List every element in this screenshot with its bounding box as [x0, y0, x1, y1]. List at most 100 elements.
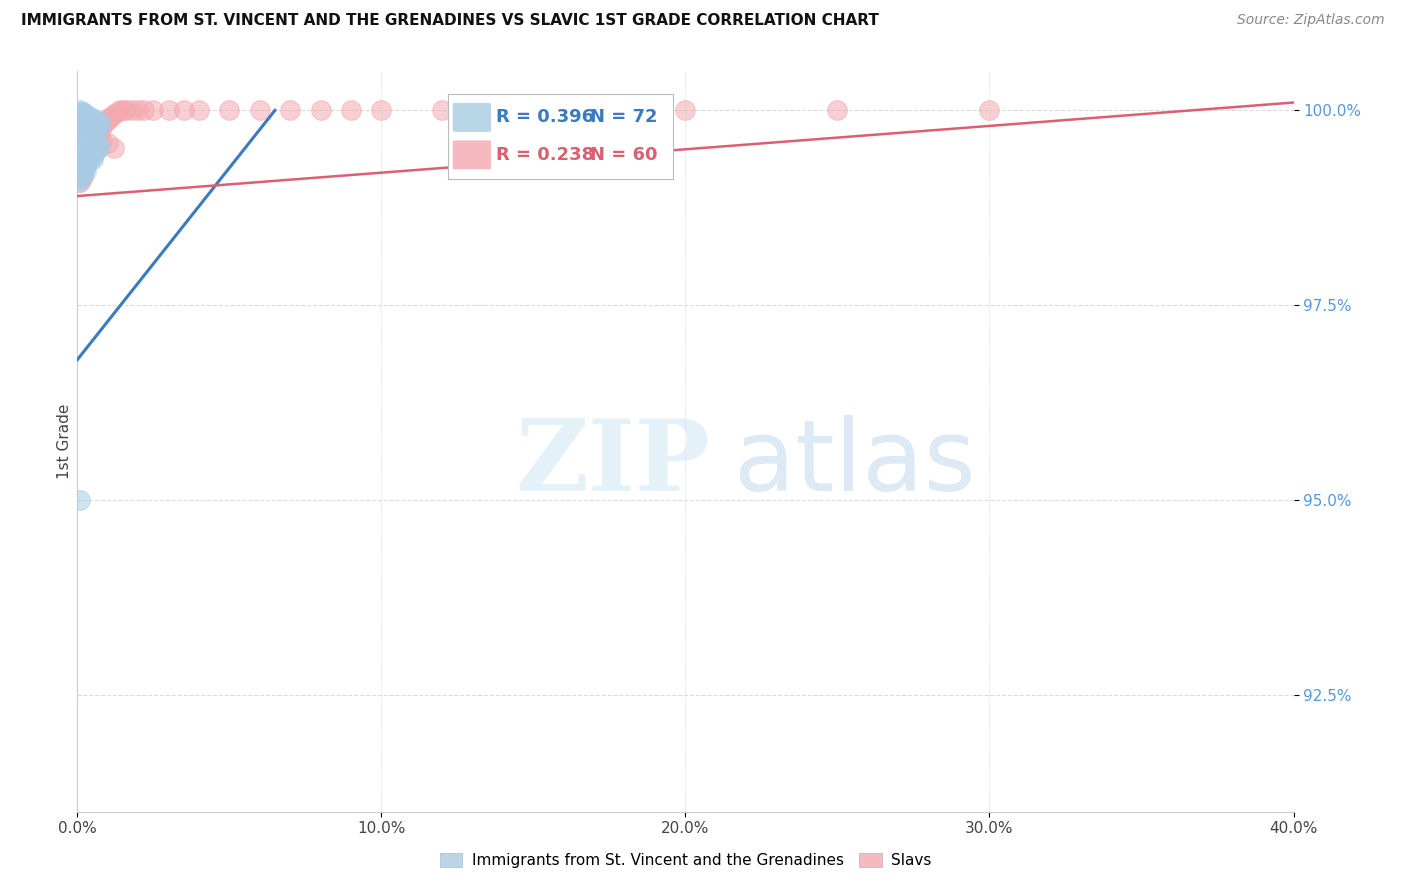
Point	[84, 130, 107, 145]
Point	[73, 160, 96, 174]
Point	[82, 115, 104, 129]
Point	[75, 156, 97, 170]
Text: R = 0.396: R = 0.396	[495, 109, 593, 127]
Point	[115, 103, 138, 118]
Point	[121, 103, 143, 118]
Point	[82, 148, 104, 162]
Point	[173, 103, 195, 118]
Point	[72, 110, 94, 124]
Point	[75, 117, 97, 131]
Point	[75, 150, 97, 164]
Point	[84, 123, 107, 137]
Point	[675, 103, 697, 118]
Point	[111, 103, 134, 118]
Point	[87, 125, 110, 139]
Point	[90, 120, 112, 135]
Text: atlas: atlas	[734, 416, 976, 512]
Point	[218, 103, 240, 118]
Point	[70, 161, 93, 176]
Point	[72, 136, 94, 150]
Point	[84, 112, 107, 127]
Point	[79, 112, 101, 127]
Point	[73, 119, 96, 133]
Text: IMMIGRANTS FROM ST. VINCENT AND THE GRENADINES VS SLAVIC 1ST GRADE CORRELATION C: IMMIGRANTS FROM ST. VINCENT AND THE GREN…	[21, 13, 879, 29]
Point	[75, 160, 97, 174]
Point	[69, 104, 91, 119]
Point	[72, 115, 94, 129]
Point	[979, 103, 1001, 118]
Point	[87, 138, 110, 153]
Point	[90, 117, 112, 131]
Point	[309, 103, 332, 118]
Point	[127, 103, 149, 118]
Point	[82, 111, 104, 125]
Point	[86, 119, 108, 133]
Point	[67, 107, 90, 121]
Point	[69, 110, 91, 124]
Point	[69, 175, 91, 189]
Point	[69, 172, 91, 186]
Point	[79, 144, 101, 158]
Point	[73, 112, 96, 127]
Point	[79, 110, 101, 124]
Point	[82, 138, 104, 153]
Point	[69, 169, 91, 184]
FancyBboxPatch shape	[453, 103, 491, 132]
Point	[69, 166, 91, 180]
Point	[87, 115, 110, 129]
Point	[142, 103, 165, 118]
Text: Source: ZipAtlas.com: Source: ZipAtlas.com	[1237, 13, 1385, 28]
Point	[87, 141, 110, 155]
Point	[79, 141, 101, 155]
Point	[108, 103, 131, 118]
Y-axis label: 1st Grade: 1st Grade	[56, 404, 72, 479]
Point	[79, 135, 101, 149]
Point	[72, 166, 94, 180]
Point	[82, 117, 104, 131]
Point	[72, 158, 94, 172]
Point	[249, 103, 271, 118]
Point	[67, 175, 90, 189]
Point	[79, 120, 101, 135]
Point	[97, 111, 120, 125]
Point	[72, 169, 94, 184]
Point	[70, 115, 93, 129]
Point	[70, 112, 93, 127]
Point	[827, 103, 849, 118]
Point	[82, 123, 104, 137]
Point	[72, 123, 94, 137]
Point	[79, 144, 101, 158]
Point	[340, 103, 363, 118]
Point	[75, 111, 97, 125]
Text: ZIP: ZIP	[515, 416, 710, 512]
Point	[73, 133, 96, 147]
Point	[105, 104, 128, 119]
Point	[70, 119, 93, 133]
Point	[69, 158, 91, 172]
Point	[79, 146, 101, 161]
Point	[522, 103, 544, 118]
Point	[75, 138, 97, 153]
Point	[69, 493, 91, 508]
Point	[75, 150, 97, 164]
Point	[75, 125, 97, 139]
Point	[90, 133, 112, 147]
Point	[69, 135, 91, 149]
Point	[72, 119, 94, 133]
Point	[157, 103, 180, 118]
Point	[97, 112, 120, 127]
Point	[79, 120, 101, 135]
Point	[72, 104, 94, 119]
Point	[553, 103, 575, 118]
Point	[76, 115, 98, 129]
Point	[93, 115, 115, 129]
Point	[134, 103, 156, 118]
Point	[87, 128, 110, 143]
Point	[75, 152, 97, 166]
Point	[103, 107, 125, 121]
Text: N = 60: N = 60	[591, 146, 658, 164]
Point	[82, 152, 104, 166]
Point	[69, 161, 91, 176]
Point	[84, 133, 107, 147]
FancyBboxPatch shape	[453, 140, 491, 169]
